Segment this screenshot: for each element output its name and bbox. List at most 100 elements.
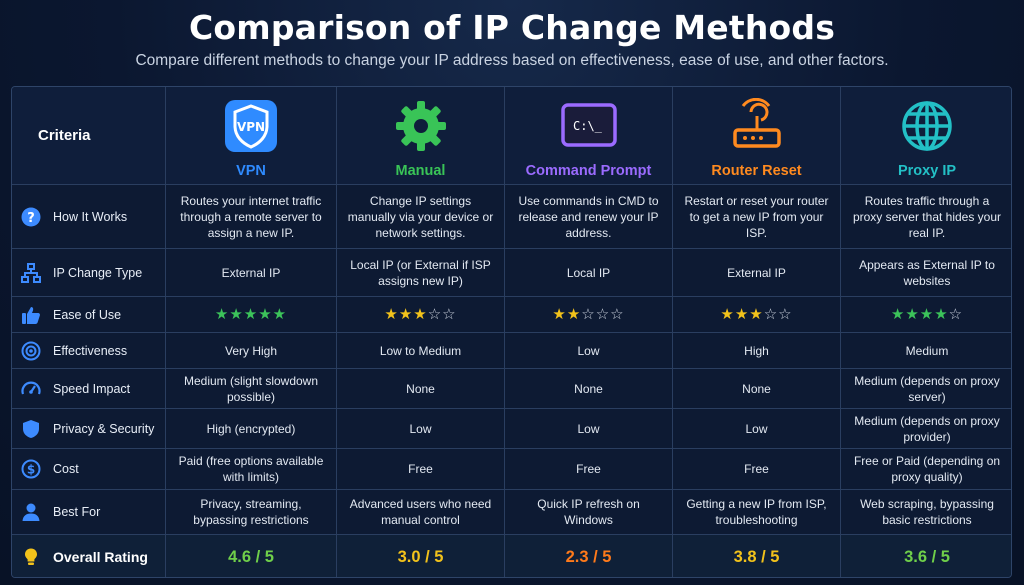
cell-ip-change-type-proxy-ip: Appears as External IP to websites: [841, 249, 1011, 297]
cell-best-for-router-reset: Getting a new IP from ISP, troubleshooti…: [673, 490, 841, 535]
cell-speed-impact-vpn: Medium (slight slowdown possible): [166, 369, 337, 409]
cell-speed-impact-command-prompt: None: [505, 369, 673, 409]
stars-ease-of-use-router-reset: ★ ★ ★ ☆ ☆: [673, 297, 841, 333]
star-filled-icon: ★: [734, 305, 750, 323]
cell-best-for-manual: Advanced users who need manual control: [337, 490, 505, 535]
star-filled-icon: ★: [229, 305, 244, 323]
method-header-command-prompt: C:\_ Command Prompt: [505, 87, 673, 185]
star-filled-icon: ★: [552, 305, 567, 323]
cell-best-for-vpn: Privacy, streaming, bypassing restrictio…: [166, 490, 337, 535]
cell-privacy-security-router-reset: Low: [673, 409, 841, 449]
star-filled-icon: ★: [749, 305, 764, 323]
rating-proxy-ip: 3.6 / 5: [841, 535, 1011, 577]
method-label-manual: Manual: [395, 163, 446, 179]
cell-ip-change-type-command-prompt: Local IP: [505, 249, 673, 297]
cell-cost-manual: Free: [337, 449, 505, 490]
network-icon: [20, 262, 42, 284]
star-filled-icon: ★: [258, 305, 273, 323]
cell-effectiveness-command-prompt: Low: [505, 333, 673, 369]
cell-ip-change-type-manual: Local IP (or External if ISP assigns new…: [337, 249, 505, 297]
cell-privacy-security-proxy-ip: Medium (depends on proxy provider): [841, 409, 1011, 449]
router-icon: [728, 97, 786, 155]
cell-how-it-works-manual: Change IP settings manually via your dev…: [337, 185, 505, 249]
cell-effectiveness-proxy-ip: Medium: [841, 333, 1011, 369]
cell-effectiveness-manual: Low to Medium: [337, 333, 505, 369]
star-filled-icon: ★: [243, 305, 259, 323]
cell-cost-router-reset: Free: [673, 449, 841, 490]
criterion-cost: $ Cost: [12, 449, 166, 490]
stars-ease-of-use-proxy-ip: ★ ★ ★ ★ ☆: [841, 297, 1011, 333]
page-subtitle: Compare different methods to change your…: [135, 52, 889, 69]
comparison-table: Criteria VPN VPN Manual: [11, 86, 1012, 578]
star-filled-icon: ★: [919, 305, 935, 323]
rating-router-reset: 3.8 / 5: [673, 535, 841, 577]
criterion-ip-change-type: IP Change Type: [12, 249, 166, 297]
method-label-router-reset: Router Reset: [711, 163, 802, 179]
gear-icon: [392, 97, 450, 155]
vpn-shield-icon: VPN: [222, 97, 280, 155]
star-empty-icon: ☆: [581, 305, 596, 323]
star-empty-icon: ☆: [595, 305, 611, 323]
cell-effectiveness-router-reset: High: [673, 333, 841, 369]
dollar-icon: $: [20, 458, 42, 480]
criterion-ease-of-use: Ease of Use: [12, 297, 166, 333]
star-filled-icon: ★: [566, 305, 582, 323]
cell-cost-vpn: Paid (free options available with limits…: [166, 449, 337, 490]
star-filled-icon: ★: [905, 305, 920, 323]
cell-speed-impact-router-reset: None: [673, 369, 841, 409]
method-header-manual: Manual: [337, 87, 505, 185]
svg-text:C:\_: C:\_: [573, 119, 603, 133]
criterion-how-it-works: ? How It Works: [12, 185, 166, 249]
cell-cost-proxy-ip: Free or Paid (depending on proxy quality…: [841, 449, 1011, 490]
star-empty-icon: ☆: [442, 305, 457, 323]
criterion-privacy-security: Privacy & Security: [12, 409, 166, 449]
star-empty-icon: ☆: [427, 305, 443, 323]
method-label-vpn: VPN: [236, 163, 266, 179]
star-filled-icon: ★: [934, 305, 949, 323]
cell-privacy-security-manual: Low: [337, 409, 505, 449]
star-empty-icon: ☆: [763, 305, 779, 323]
cell-best-for-proxy-ip: Web scraping, bypassing basic restrictio…: [841, 490, 1011, 535]
stars-ease-of-use-manual: ★ ★ ★ ☆ ☆: [337, 297, 505, 333]
cell-privacy-security-vpn: High (encrypted): [166, 409, 337, 449]
cell-best-for-command-prompt: Quick IP refresh on Windows: [505, 490, 673, 535]
method-header-proxy-ip: Proxy IP: [841, 87, 1011, 185]
cell-how-it-works-proxy-ip: Routes traffic through a proxy server th…: [841, 185, 1011, 249]
star-filled-icon: ★: [413, 305, 428, 323]
person-icon: [20, 501, 42, 523]
rating-manual: 3.0 / 5: [337, 535, 505, 577]
cell-privacy-security-command-prompt: Low: [505, 409, 673, 449]
cell-how-it-works-router-reset: Restart or reset your router to get a ne…: [673, 185, 841, 249]
svg-text:VPN: VPN: [237, 120, 265, 134]
criterion-effectiveness: Effectiveness: [12, 333, 166, 369]
rating-vpn: 4.6 / 5: [166, 535, 337, 577]
svg-text:$: $: [27, 463, 35, 477]
star-empty-icon: ☆: [948, 305, 964, 323]
method-label-command-prompt: Command Prompt: [525, 163, 652, 179]
method-label-proxy-ip: Proxy IP: [897, 163, 957, 179]
globe-icon: [898, 97, 956, 155]
star-filled-icon: ★: [214, 305, 230, 323]
page-title: Comparison of IP Change Methods: [188, 8, 836, 47]
star-empty-icon: ☆: [778, 305, 793, 323]
svg-text:?: ?: [27, 211, 35, 226]
rating-command-prompt: 2.3 / 5: [505, 535, 673, 577]
shield-icon: [20, 418, 42, 440]
cell-ip-change-type-vpn: External IP: [166, 249, 337, 297]
target-icon: [20, 340, 42, 362]
method-header-router-reset: Router Reset: [673, 87, 841, 185]
stars-ease-of-use-command-prompt: ★ ★ ☆ ☆ ☆: [505, 297, 673, 333]
criterion-speed-impact: Speed Impact: [12, 369, 166, 409]
star-filled-icon: ★: [272, 305, 288, 323]
criterion-best-for: Best For: [12, 490, 166, 535]
thumbs-up-icon: [20, 304, 42, 326]
question-icon: ?: [20, 206, 42, 228]
terminal-icon: C:\_: [560, 97, 618, 155]
star-empty-icon: ☆: [610, 305, 625, 323]
method-header-vpn: VPN VPN: [166, 87, 337, 185]
cell-speed-impact-manual: None: [337, 369, 505, 409]
stars-ease-of-use-vpn: ★ ★ ★ ★ ★: [166, 297, 337, 333]
star-filled-icon: ★: [398, 305, 414, 323]
star-filled-icon: ★: [384, 305, 399, 323]
cell-effectiveness-vpn: Very High: [166, 333, 337, 369]
